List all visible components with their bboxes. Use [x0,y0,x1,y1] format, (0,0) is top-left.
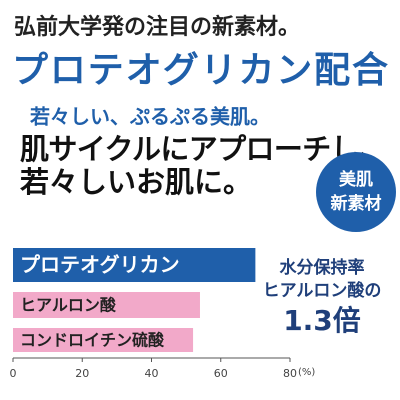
x-unit: (%) [298,367,315,378]
x-tick-label: 0 [10,367,17,380]
x-tick-label: 40 [145,367,159,380]
bar [13,292,200,318]
bar-label: プロテオグリカン [20,253,180,277]
badge [316,152,396,232]
x-tick-label: 80 [283,367,297,380]
subtitle: 若々しい、ぷるぷる美肌。 [29,105,270,129]
bar [13,328,194,352]
badge-text: 新素材 [331,193,382,214]
bar-label: ヒアルロン酸 [20,296,117,315]
callout-value: 1.3倍 [283,304,361,337]
x-tick-label: 60 [214,367,228,380]
callout: 水分保持率 [280,257,365,278]
bar-label: コンドロイチン硫酸 [20,331,165,350]
callout: ヒアルロン酸の [263,280,382,301]
badge-text: 美肌 [339,169,373,190]
copy: 肌サイクルにアプローチし、 [20,132,388,166]
copy: 若々しいお肌に。 [20,165,252,199]
title: プロテオグリカン配合 [12,50,388,91]
lead: 弘前大学発の注目の新素材。 [14,14,300,40]
x-tick-label: 20 [75,367,89,380]
bar [13,248,256,282]
